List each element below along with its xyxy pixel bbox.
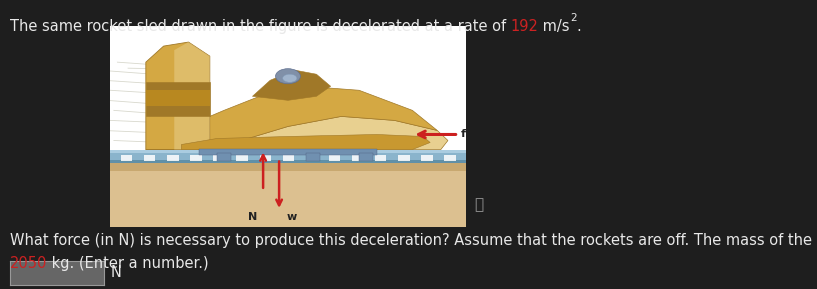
Text: w: w [287,212,297,222]
Polygon shape [110,163,466,227]
Bar [359,153,373,161]
Text: .: . [577,19,582,34]
Bar [110,160,466,163]
Bar [190,155,202,161]
Bar [199,149,377,155]
Polygon shape [145,116,448,149]
Polygon shape [145,82,210,116]
Bar [217,153,231,161]
Text: N: N [248,212,257,222]
Bar [329,155,340,161]
Polygon shape [110,163,466,171]
Text: 2: 2 [570,13,577,23]
Bar [121,155,132,161]
Text: ⓘ: ⓘ [474,197,483,212]
Text: What force (in N) is necessary to produce this deceleration? Assume that the roc: What force (in N) is necessary to produc… [10,233,817,248]
Bar [110,149,466,153]
Bar [306,153,320,161]
Bar [167,155,179,161]
Text: f: f [460,129,466,140]
Bar [110,149,466,163]
Bar [422,155,433,161]
Bar [444,155,456,161]
Bar [260,155,271,161]
Bar [352,155,364,161]
Text: kg. (Enter a number.): kg. (Enter a number.) [47,256,209,271]
Text: The same rocket sled drawn in the figure is decelerated at a rate of: The same rocket sled drawn in the figure… [10,19,511,34]
Bar [375,155,386,161]
Text: 192: 192 [511,19,538,34]
Polygon shape [145,90,210,106]
Ellipse shape [283,74,297,82]
Polygon shape [210,86,437,149]
Bar [144,155,155,161]
Polygon shape [145,42,210,149]
Bar [306,155,317,161]
Polygon shape [174,42,210,149]
Ellipse shape [275,69,301,84]
Bar [236,155,248,161]
Text: N: N [110,265,121,280]
Polygon shape [181,134,430,149]
Bar [213,155,225,161]
Text: m/s: m/s [538,19,570,34]
Bar [398,155,409,161]
Text: 2050: 2050 [10,256,47,271]
Polygon shape [252,70,331,100]
Bar [283,155,294,161]
